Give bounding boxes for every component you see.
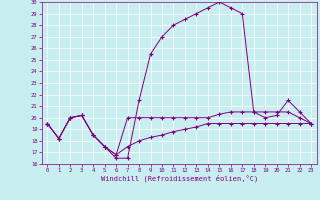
X-axis label: Windchill (Refroidissement éolien,°C): Windchill (Refroidissement éolien,°C) <box>100 175 258 182</box>
